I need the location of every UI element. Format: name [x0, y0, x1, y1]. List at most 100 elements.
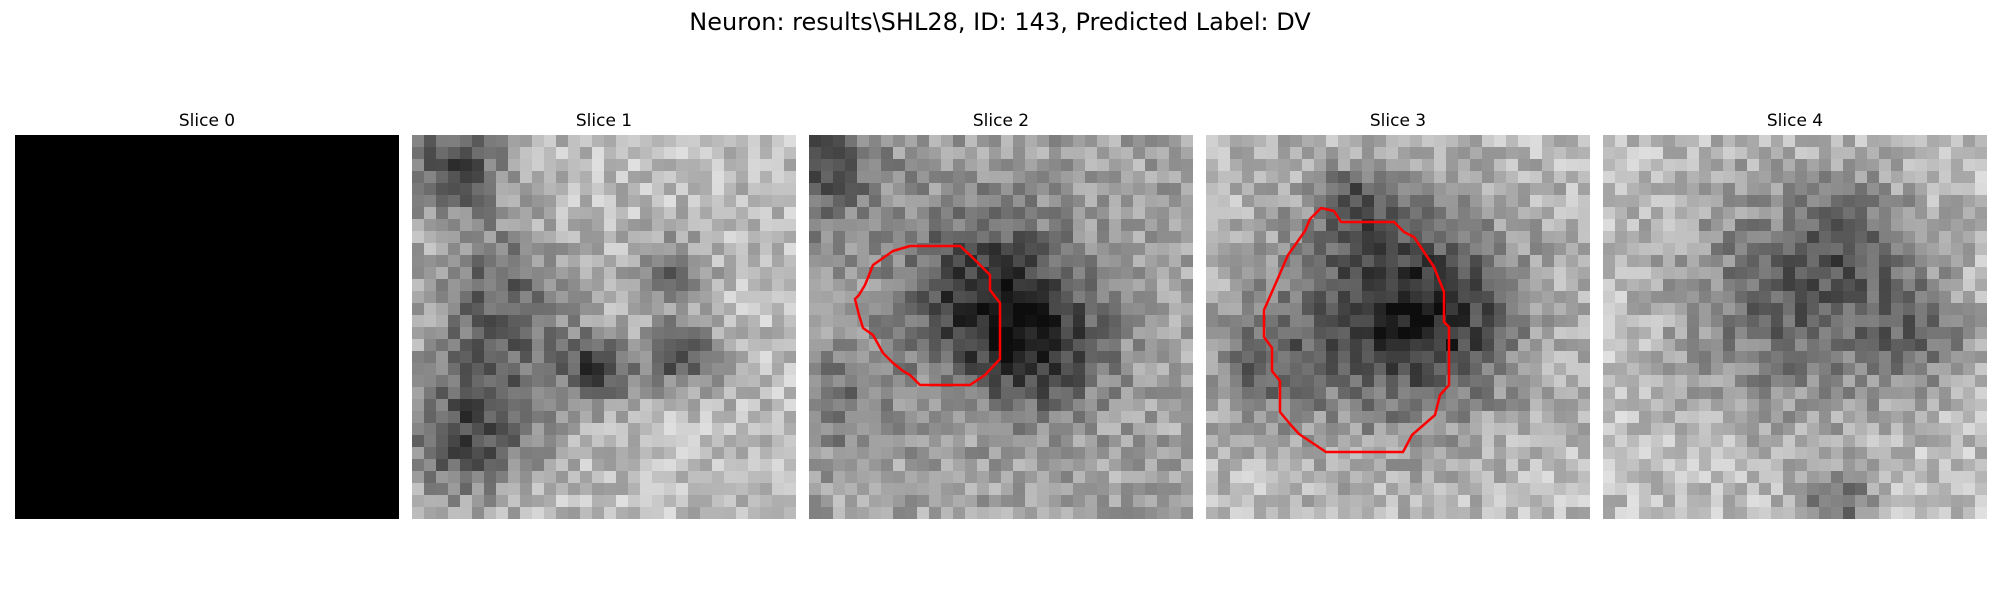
pixel — [1085, 267, 1097, 279]
pixel — [1759, 171, 1771, 183]
pixel — [424, 411, 436, 423]
pixel — [700, 195, 712, 207]
pixel — [772, 447, 784, 459]
pixel — [676, 171, 688, 183]
pixel — [1097, 351, 1109, 363]
pixel — [1025, 195, 1037, 207]
pixel — [1867, 159, 1879, 171]
pixel — [1578, 291, 1590, 303]
pixel — [1482, 279, 1494, 291]
pixel — [700, 135, 712, 147]
pixel — [1578, 135, 1590, 147]
pixel — [1795, 135, 1807, 147]
pixel — [977, 447, 989, 459]
pixel — [1542, 159, 1554, 171]
pixel — [1025, 267, 1037, 279]
pixel — [1398, 423, 1410, 435]
pixel — [1218, 423, 1230, 435]
pixel — [1675, 291, 1687, 303]
pixel — [1723, 483, 1735, 495]
pixel — [1506, 279, 1518, 291]
pixel — [1013, 363, 1025, 375]
pixel — [520, 255, 532, 267]
pixel — [1458, 483, 1470, 495]
pixel — [1013, 291, 1025, 303]
pixel — [580, 171, 592, 183]
pixel — [1386, 351, 1398, 363]
pixel — [460, 363, 472, 375]
pixel — [652, 423, 664, 435]
pixel — [1001, 411, 1013, 423]
pixel — [1470, 399, 1482, 411]
pixel — [628, 315, 640, 327]
pixel — [1001, 447, 1013, 459]
pixel — [460, 375, 472, 387]
pixel — [1326, 435, 1338, 447]
pixel — [929, 399, 941, 411]
pixel — [1398, 195, 1410, 207]
pixel — [1783, 303, 1795, 315]
pixel — [568, 279, 580, 291]
pixel — [857, 147, 869, 159]
pixel — [1037, 183, 1049, 195]
pixel — [1891, 411, 1903, 423]
pixel — [604, 303, 616, 315]
pixel — [652, 363, 664, 375]
pixel — [1951, 243, 1963, 255]
pixel — [1795, 267, 1807, 279]
pixel — [412, 135, 424, 147]
pixel — [628, 351, 640, 363]
pixel — [989, 327, 1001, 339]
pixel — [1927, 471, 1939, 483]
pixel — [1362, 435, 1374, 447]
pixel — [1506, 399, 1518, 411]
pixel — [1037, 459, 1049, 471]
pixel — [1747, 447, 1759, 459]
pixel — [1819, 411, 1831, 423]
pixel — [1747, 303, 1759, 315]
pixel — [1013, 315, 1025, 327]
pixel — [544, 363, 556, 375]
pixel — [460, 411, 472, 423]
pixel — [869, 183, 881, 195]
pixel — [1843, 267, 1855, 279]
pixel — [1723, 387, 1735, 399]
pixel — [424, 447, 436, 459]
pixel — [1025, 351, 1037, 363]
pixel — [1085, 243, 1097, 255]
pixel — [1314, 387, 1326, 399]
pixel — [1723, 267, 1735, 279]
pixel — [1061, 399, 1073, 411]
pixel — [1049, 399, 1061, 411]
pixel — [1206, 447, 1218, 459]
pixel — [1831, 411, 1843, 423]
pixel — [1566, 195, 1578, 207]
pixel — [1891, 351, 1903, 363]
pixel — [857, 183, 869, 195]
pixel — [1518, 339, 1530, 351]
pixel — [1386, 495, 1398, 507]
pixel — [845, 279, 857, 291]
pixel — [977, 183, 989, 195]
pixel — [941, 135, 953, 147]
pixel — [676, 411, 688, 423]
pixel — [1663, 255, 1675, 267]
pixel — [1554, 495, 1566, 507]
pixel — [1915, 387, 1927, 399]
pixel — [1759, 315, 1771, 327]
pixel — [1157, 375, 1169, 387]
pixel — [1615, 267, 1627, 279]
pixel — [1795, 243, 1807, 255]
pixel — [1759, 375, 1771, 387]
pixel — [1206, 495, 1218, 507]
slice-image-1 — [412, 135, 796, 519]
pixel — [496, 267, 508, 279]
pixel — [1783, 267, 1795, 279]
pixel — [1314, 207, 1326, 219]
pixel — [1242, 435, 1254, 447]
pixel — [508, 231, 520, 243]
pixel — [1903, 423, 1915, 435]
pixel — [1975, 447, 1987, 459]
pixel — [1133, 243, 1145, 255]
pixel — [1783, 399, 1795, 411]
